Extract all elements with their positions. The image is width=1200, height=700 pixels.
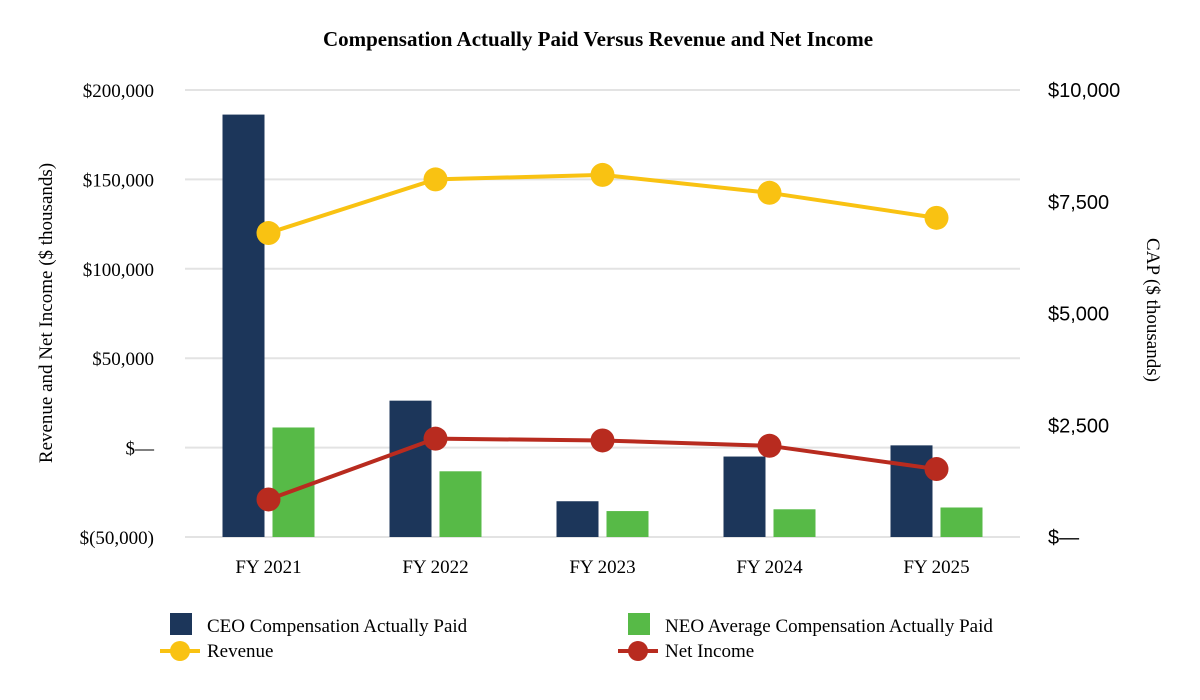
point-revenue xyxy=(924,205,949,230)
legend: CEO Compensation Actually Paid NEO Avera… xyxy=(160,613,993,662)
x-tick-label: FY 2025 xyxy=(903,557,969,578)
right-tick-label: $7,500 xyxy=(1048,192,1109,214)
point-net-income xyxy=(757,433,782,458)
legend-swatch-ceo-cap xyxy=(170,613,192,635)
point-revenue xyxy=(757,180,782,205)
point-net-income xyxy=(590,428,615,453)
bar-neo-cap xyxy=(940,507,983,537)
right-tick-label: $2,500 xyxy=(1048,415,1109,437)
legend-swatch-neo-cap xyxy=(628,613,650,635)
x-tick-label: FY 2024 xyxy=(736,557,803,578)
point-net-income xyxy=(423,426,448,451)
legend-marker-revenue xyxy=(170,641,190,661)
legend-item-revenue: Revenue xyxy=(160,641,273,662)
legend-label-net-income: Net Income xyxy=(665,641,754,662)
point-revenue xyxy=(423,167,448,192)
right-axis-ticks: $— $2,500 $5,000 $7,500 $10,000 xyxy=(1048,80,1120,549)
left-tick-label: $150,000 xyxy=(83,170,154,191)
bar-ceo-cap xyxy=(389,400,432,537)
x-tick-label: FY 2022 xyxy=(402,557,468,578)
chart-title: Compensation Actually Paid Versus Revenu… xyxy=(323,27,873,51)
left-axis-ticks: $(50,000) $— $50,000 $100,000 $150,000 $200,0… xyxy=(80,81,155,549)
left-tick-label: $100,000 xyxy=(83,260,154,281)
left-tick-label: $200,000 xyxy=(83,81,154,102)
point-revenue xyxy=(256,221,281,246)
left-tick-label: $(50,000) xyxy=(80,528,154,549)
legend-item-neo-cap: NEO Average Compensation Actually Paid xyxy=(628,613,993,637)
point-net-income xyxy=(256,487,281,512)
bar-series xyxy=(222,114,983,538)
bar-ceo-cap xyxy=(890,445,933,537)
line-series xyxy=(256,162,949,512)
bar-ceo-cap xyxy=(723,456,766,537)
legend-item-ceo-cap: CEO Compensation Actually Paid xyxy=(170,613,468,637)
right-tick-label: $5,000 xyxy=(1048,304,1109,326)
bar-ceo-cap xyxy=(556,501,599,537)
legend-label-neo-cap: NEO Average Compensation Actually Paid xyxy=(665,616,993,637)
x-tick-label: FY 2021 xyxy=(235,557,301,578)
point-revenue xyxy=(590,162,615,187)
right-tick-label: $10,000 xyxy=(1048,80,1120,102)
bar-neo-cap xyxy=(439,471,482,537)
x-tick-label: FY 2023 xyxy=(569,557,635,578)
left-axis-label: Revenue and Net Income ($ thousands) xyxy=(36,163,57,463)
legend-label-ceo-cap: CEO Compensation Actually Paid xyxy=(207,616,468,637)
bar-neo-cap xyxy=(272,427,315,537)
right-axis-label: CAP ($ thousands) xyxy=(1142,238,1163,382)
bar-ceo-cap xyxy=(222,114,265,538)
x-axis-ticks: FY 2021 FY 2022 FY 2023 FY 2024 FY 2025 xyxy=(235,557,969,578)
right-tick-label: $— xyxy=(1048,527,1079,549)
bar-neo-cap xyxy=(773,509,816,537)
legend-marker-net-income xyxy=(628,641,648,661)
bar-neo-cap xyxy=(606,511,649,537)
left-tick-label: $50,000 xyxy=(92,349,154,370)
left-tick-label: $— xyxy=(126,439,156,460)
legend-label-revenue: Revenue xyxy=(207,641,273,662)
point-net-income xyxy=(924,457,949,482)
legend-item-net-income: Net Income xyxy=(618,641,754,662)
